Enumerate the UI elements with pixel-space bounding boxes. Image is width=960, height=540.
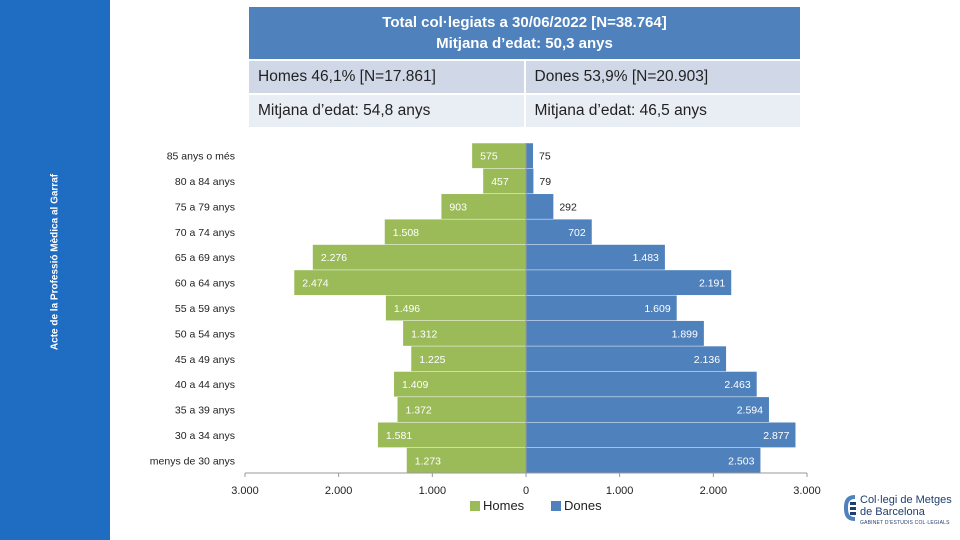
- category-label: 35 a 39 anys: [175, 405, 235, 417]
- men-bar: [472, 143, 526, 169]
- legend-swatch-homes: [470, 501, 480, 511]
- women-value-label: 1.483: [633, 252, 659, 264]
- women-value-label: 2.503: [728, 455, 754, 467]
- men-bar: [394, 371, 526, 397]
- men-bar: [483, 168, 526, 194]
- women-bar: [526, 447, 761, 473]
- women-total-cell: Dones 53,9% [N=20.903]: [523, 61, 801, 93]
- women-bar: [526, 371, 757, 397]
- men-value-label: 1.273: [415, 455, 441, 467]
- summary-header: Total col·legiats a 30/06/2022 [N=38.764…: [249, 7, 800, 59]
- men-value-label: 903: [449, 201, 467, 213]
- women-bar: [526, 346, 727, 372]
- women-value-label: 292: [559, 201, 577, 213]
- women-value-label: 2.877: [763, 430, 789, 442]
- men-bar: [312, 244, 526, 270]
- category-label: 60 a 64 anys: [175, 278, 235, 290]
- men-bar: [441, 194, 526, 219]
- women-value-label: 79: [539, 176, 551, 188]
- logo-name-line1: Col·legi de Metges: [860, 494, 952, 506]
- women-bar: [526, 143, 534, 169]
- men-bar: [385, 295, 526, 321]
- men-value-label: 1.581: [386, 430, 412, 442]
- category-label: 30 a 34 anys: [175, 430, 235, 442]
- women-bar: [526, 397, 769, 422]
- women-value-label: 702: [568, 227, 586, 239]
- college-logo-mark: [844, 495, 856, 521]
- x-tick-label: 1.000: [606, 485, 634, 497]
- summary-age-row: Mitjana d’edat: 54,8 anys Mitjana d’edat…: [249, 93, 800, 127]
- category-label: menys de 30 anys: [150, 455, 235, 467]
- category-label: 85 anys o més: [167, 151, 235, 163]
- summary-title: Total col·legiats a 30/06/2022 [N=38.764…: [382, 14, 667, 31]
- logo-subtitle: GABINET D’ESTUDIS COL·LEGIALS: [860, 520, 950, 526]
- category-label: 75 a 79 anys: [175, 201, 235, 213]
- x-tick-label: 2.000: [325, 485, 353, 497]
- men-value-label: 2.276: [321, 252, 347, 264]
- men-value-label: 457: [491, 176, 509, 188]
- men-value-label: 1.409: [402, 379, 428, 391]
- men-value-label: 1.508: [393, 227, 419, 239]
- x-tick-label: 3.000: [231, 485, 259, 497]
- college-logo: Col·legi de Metges de Barcelona GABINET …: [843, 493, 958, 533]
- men-value-label: 1.372: [405, 405, 431, 417]
- women-value-label: 2.136: [694, 354, 720, 366]
- women-bar: [526, 194, 554, 219]
- women-bar: [526, 219, 592, 245]
- men-value-label: 1.312: [411, 328, 437, 340]
- men-bar: [384, 219, 526, 245]
- men-total-cell: Homes 46,1% [N=17.861]: [258, 68, 436, 85]
- category-label: 40 a 44 anys: [175, 379, 235, 391]
- women-value-label: 2.191: [699, 278, 725, 290]
- summary-mean-age: Mitjana d’edat: 50,3 anys: [436, 35, 613, 52]
- women-bar: [526, 295, 677, 321]
- x-tick-label: 1.000: [419, 485, 447, 497]
- men-value-label: 1.496: [394, 303, 420, 315]
- women-value-label: 1.899: [672, 328, 698, 340]
- logo-name-line2: de Barcelona: [860, 506, 925, 518]
- category-label: 55 a 59 anys: [175, 303, 235, 315]
- sidebar: Acte de la Professió Mèdica al Garraf: [0, 0, 110, 540]
- men-bar: [406, 447, 526, 473]
- x-tick-label: 3.000: [793, 485, 821, 497]
- category-label: 45 a 49 anys: [175, 354, 235, 366]
- women-age-cell: Mitjana d’edat: 46,5 anys: [523, 95, 801, 127]
- category-label: 50 a 54 anys: [175, 328, 235, 340]
- men-value-label: 1.225: [419, 354, 445, 366]
- women-value-label: 75: [539, 151, 551, 163]
- men-bar: [377, 422, 526, 448]
- summary-totals-row: Homes 46,1% [N=17.861] Dones 53,9% [N=20…: [249, 59, 800, 93]
- men-bar: [411, 346, 526, 372]
- summary-table: Total col·legiats a 30/06/2022 [N=38.764…: [249, 7, 800, 127]
- men-bar: [403, 320, 526, 346]
- x-tick-label: 0: [523, 485, 529, 497]
- women-value-label: 1.609: [644, 303, 670, 315]
- category-label: 65 a 69 anys: [175, 252, 235, 264]
- women-bar: [526, 168, 534, 194]
- category-label: 80 a 84 anys: [175, 176, 235, 188]
- women-bar: [526, 244, 665, 270]
- legend-label-dones: Dones: [564, 498, 602, 513]
- men-bar: [397, 397, 526, 422]
- men-age-cell: Mitjana d’edat: 54,8 anys: [258, 102, 431, 119]
- women-bar: [526, 422, 796, 448]
- women-bar: [526, 270, 732, 296]
- men-bar: [294, 270, 526, 296]
- women-value-label: 2.594: [737, 405, 763, 417]
- women-bar: [526, 320, 704, 346]
- men-value-label: 575: [480, 151, 498, 163]
- legend-swatch-dones: [551, 501, 561, 511]
- legend-label-homes: Homes: [483, 498, 525, 513]
- men-value-label: 2.474: [302, 278, 328, 290]
- x-tick-label: 2.000: [700, 485, 728, 497]
- women-value-label: 2.463: [724, 379, 750, 391]
- category-label: 70 a 74 anys: [175, 227, 235, 239]
